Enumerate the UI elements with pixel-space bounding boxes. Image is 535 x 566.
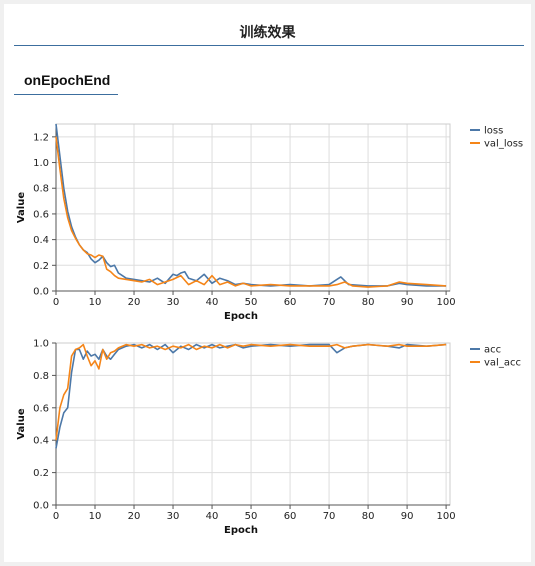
y-tick-label: 0.2 — [33, 261, 49, 272]
x-tick-label: 0 — [53, 297, 59, 308]
tab-underline — [14, 94, 118, 95]
x-tick-label: 20 — [128, 297, 141, 308]
x-axis-label: Epoch — [224, 311, 258, 322]
series-line-val_loss — [55, 136, 447, 288]
training-panel — [4, 4, 531, 562]
series-line-val_acc — [55, 343, 447, 441]
legend-label-val_acc: val_acc — [484, 358, 521, 369]
x-tick-label: 70 — [323, 297, 336, 308]
y-tick-label: 0.6 — [33, 403, 49, 414]
title-divider — [14, 45, 524, 46]
y-tick-label: 0.8 — [33, 184, 49, 195]
x-tick-label: 10 — [89, 511, 102, 522]
x-tick-label: 80 — [362, 297, 375, 308]
x-tick-label: 90 — [401, 297, 414, 308]
x-tick-label: 50 — [245, 297, 258, 308]
x-axis-label: Epoch — [224, 525, 258, 536]
x-tick-label: 80 — [362, 511, 375, 522]
plot-frame — [55, 342, 451, 506]
y-tick-label: 0.8 — [33, 371, 49, 382]
x-tick-label: 60 — [284, 511, 297, 522]
y-tick-label: 0.2 — [33, 468, 49, 479]
chart-2: 0 10 20 30 40 50 60 70 80 90 100 0.0 0.2 0.4 0.6 0.8 1.0… — [16, 339, 521, 537]
x-tick-label: 20 — [128, 511, 141, 522]
y-tick-label: 0.0 — [33, 501, 49, 512]
x-tick-label: 90 — [401, 511, 414, 522]
y-tick-label: 0.0 — [33, 287, 49, 298]
x-tick-label: 30 — [167, 297, 180, 308]
legend-label-val_loss: val_loss — [484, 139, 523, 150]
y-tick-label: 0.4 — [33, 235, 49, 246]
x-tick-label: 50 — [245, 511, 258, 522]
page-title: 训练效果 — [239, 24, 296, 40]
y-tick-label: 1.2 — [33, 132, 49, 143]
legend-label-acc: acc — [484, 345, 501, 356]
x-tick-label: 30 — [167, 511, 180, 522]
x-tick-label: 40 — [206, 511, 219, 522]
y-tick-label: 1.0 — [33, 158, 49, 169]
y-axis-label: Value — [16, 192, 27, 223]
x-tick-label: 10 — [89, 297, 102, 308]
x-tick-label: 70 — [323, 511, 336, 522]
x-tick-label: 60 — [284, 297, 297, 308]
x-tick-label: 100 — [437, 511, 456, 522]
x-tick-label: 100 — [437, 297, 456, 308]
legend-label-loss: loss — [484, 126, 503, 137]
tab-onepochend[interactable]: onEpochEnd — [24, 72, 111, 88]
chart-1: 0 10 20 30 40 50 60 70 80 90 100 0.0 0.2 0.4 0.6 0.8 1.0… — [16, 123, 523, 322]
y-axis-label: Value — [16, 408, 27, 439]
y-tick-label: 0.6 — [33, 209, 49, 220]
y-tick-label: 0.4 — [33, 436, 49, 447]
x-tick-label: 0 — [53, 511, 59, 522]
y-tick-label: 1.0 — [33, 339, 49, 350]
x-tick-label: 40 — [206, 297, 219, 308]
